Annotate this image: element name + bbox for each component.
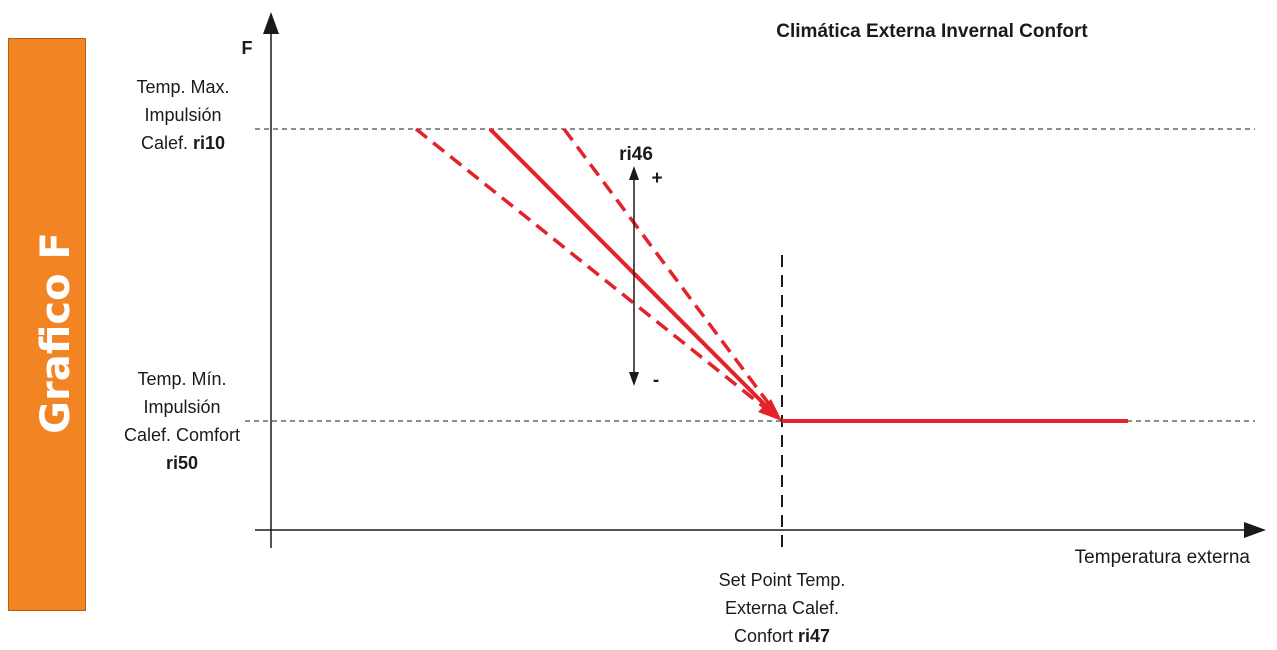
max-temp-label: Temp. Max. Impulsión Calef. ri10 (136, 77, 230, 153)
slope-arrow-up-head (629, 166, 639, 180)
chart-title: Climática Externa Invernal Confort (776, 21, 1088, 42)
y-axis-arrowhead (263, 12, 279, 34)
curve-convergence-arrowhead (758, 399, 782, 421)
curve-lower-dashed (414, 127, 772, 414)
setpoint-label: Set Point Temp. Externa Calef. Confort r… (718, 570, 846, 646)
y-axis-label: F (242, 38, 253, 58)
curve-main (488, 127, 772, 412)
min-temp-label: Temp. Mín. Impulsión Calef. Comfort ri50 (123, 369, 241, 473)
slope-minus: - (653, 370, 659, 391)
slope-plus: + (651, 168, 662, 189)
x-axis-arrowhead (1244, 522, 1266, 538)
slope-arrow-down-head (629, 372, 639, 386)
slope-code: ri46 (619, 144, 653, 165)
x-axis-label: Temperatura externa (1075, 547, 1251, 568)
side-tab: Grafico F (8, 38, 86, 611)
curve-upper-dashed (562, 127, 774, 410)
